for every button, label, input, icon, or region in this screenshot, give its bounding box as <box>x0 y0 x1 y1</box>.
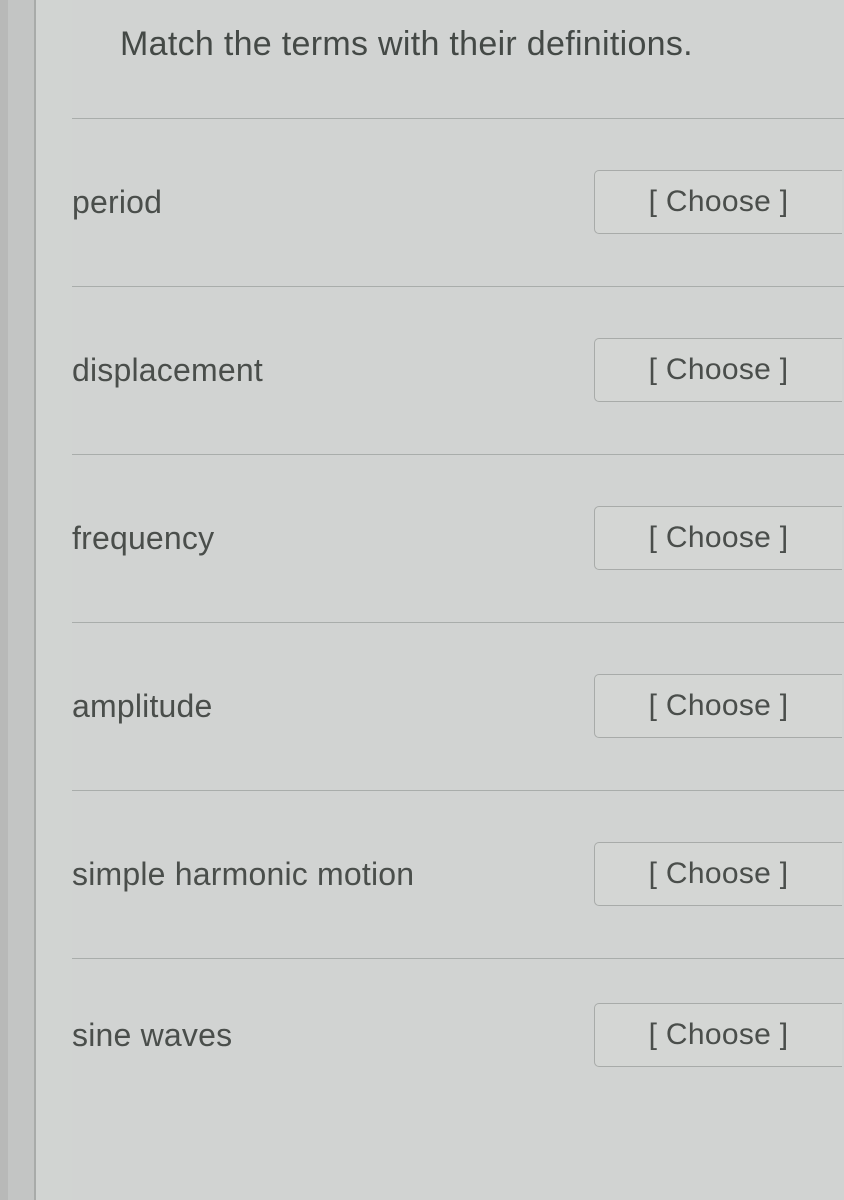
term-label: displacement <box>72 352 263 389</box>
term-label: amplitude <box>72 688 213 725</box>
question-panel: Match the terms with their definitions. … <box>0 0 844 1200</box>
term-label: period <box>72 184 162 221</box>
choose-dropdown-displacement[interactable]: [ Choose ] <box>594 338 842 402</box>
matching-row: amplitude [ Choose ] <box>72 622 844 790</box>
matching-row: sine waves [ Choose ] <box>72 958 844 1126</box>
choose-dropdown-shm[interactable]: [ Choose ] <box>594 842 842 906</box>
choose-dropdown-amplitude[interactable]: [ Choose ] <box>594 674 842 738</box>
choose-dropdown-period[interactable]: [ Choose ] <box>594 170 842 234</box>
matching-rows: period [ Choose ] displacement [ Choose … <box>72 118 844 1200</box>
term-label: simple harmonic motion <box>72 856 414 893</box>
question-content: Match the terms with their definitions. … <box>72 0 844 1200</box>
question-instruction: Match the terms with their definitions. <box>72 0 844 118</box>
term-label: sine waves <box>72 1017 232 1054</box>
matching-row: period [ Choose ] <box>72 118 844 286</box>
matching-row: frequency [ Choose ] <box>72 454 844 622</box>
matching-row: simple harmonic motion [ Choose ] <box>72 790 844 958</box>
choose-dropdown-frequency[interactable]: [ Choose ] <box>594 506 842 570</box>
matching-row: displacement [ Choose ] <box>72 286 844 454</box>
question-body: Match the terms with their definitions. … <box>34 0 844 1200</box>
term-label: frequency <box>72 520 214 557</box>
choose-dropdown-sine-waves[interactable]: [ Choose ] <box>594 1003 842 1067</box>
